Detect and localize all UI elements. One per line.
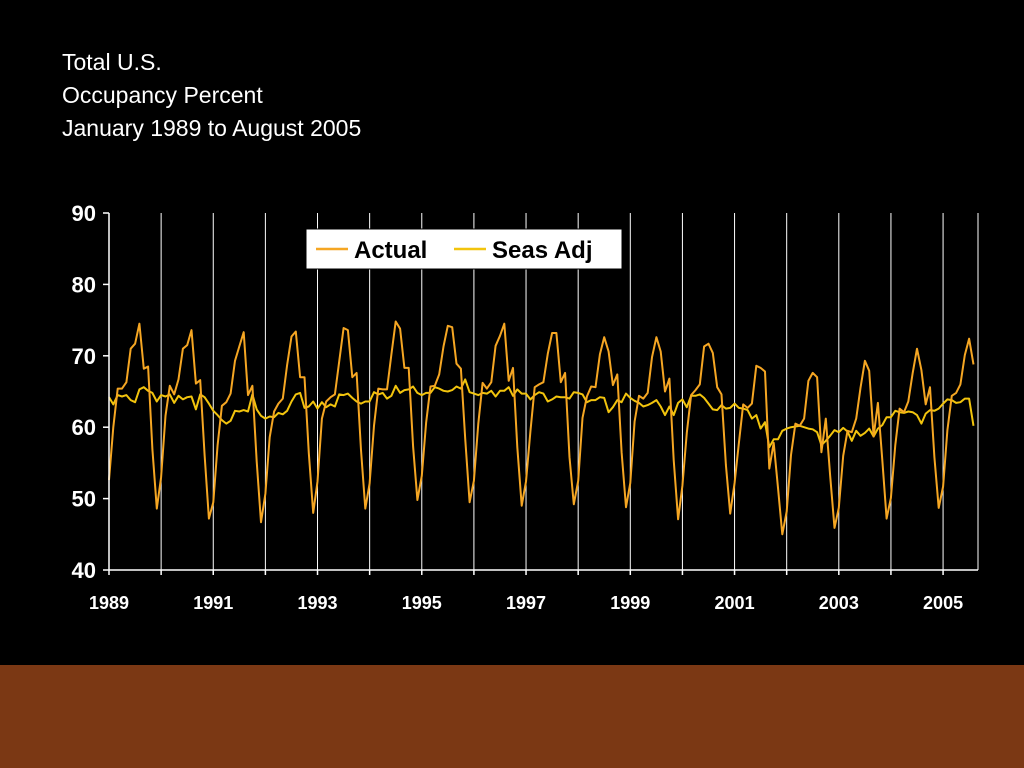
x-tick-label-1991: 1991	[193, 593, 233, 613]
legend-label-seas-adj: Seas Adj	[492, 237, 593, 264]
x-tick-label-1997: 1997	[506, 593, 546, 613]
axes	[103, 212, 978, 575]
occupancy-chart: 40 50 60 70 80 90 1989 1991 1993 1995 1997 1999 200…	[72, 201, 979, 613]
x-tick-label-1995: 1995	[402, 593, 442, 613]
y-tick-labels: 40 50 60 70 80 90	[72, 201, 96, 583]
title-line-3: January 1989 to August 2005	[62, 115, 362, 141]
chart-title: Total U.S. Occupancy Percent January 198…	[62, 46, 361, 145]
series-line-actual	[108, 320, 975, 536]
y-tick-label-60: 60	[72, 415, 96, 440]
x-tick-label-1999: 1999	[610, 593, 650, 613]
legend: Actual Seas Adj	[305, 228, 623, 270]
y-tick-label-80: 80	[72, 272, 96, 297]
x-tick-labels: 1989 1991 1993 1995 1997 1999 2001 2003 2005	[89, 593, 963, 613]
y-tick-label-90: 90	[72, 201, 96, 226]
x-tick-label-1993: 1993	[297, 593, 337, 613]
x-tick-label-2001: 2001	[715, 593, 755, 613]
title-line-1: Total U.S.	[62, 49, 162, 75]
y-tick-label-40: 40	[72, 558, 96, 583]
series-layer	[108, 320, 975, 536]
y-tick-label-70: 70	[72, 344, 96, 369]
y-tick-label-50: 50	[72, 487, 96, 512]
x-tick-label-1989: 1989	[89, 593, 129, 613]
x-tick-label-2003: 2003	[819, 593, 859, 613]
title-line-2: Occupancy Percent	[62, 82, 263, 108]
footer-band	[0, 665, 1024, 768]
x-tick-label-2005: 2005	[923, 593, 963, 613]
legend-label-actual: Actual	[354, 237, 427, 264]
